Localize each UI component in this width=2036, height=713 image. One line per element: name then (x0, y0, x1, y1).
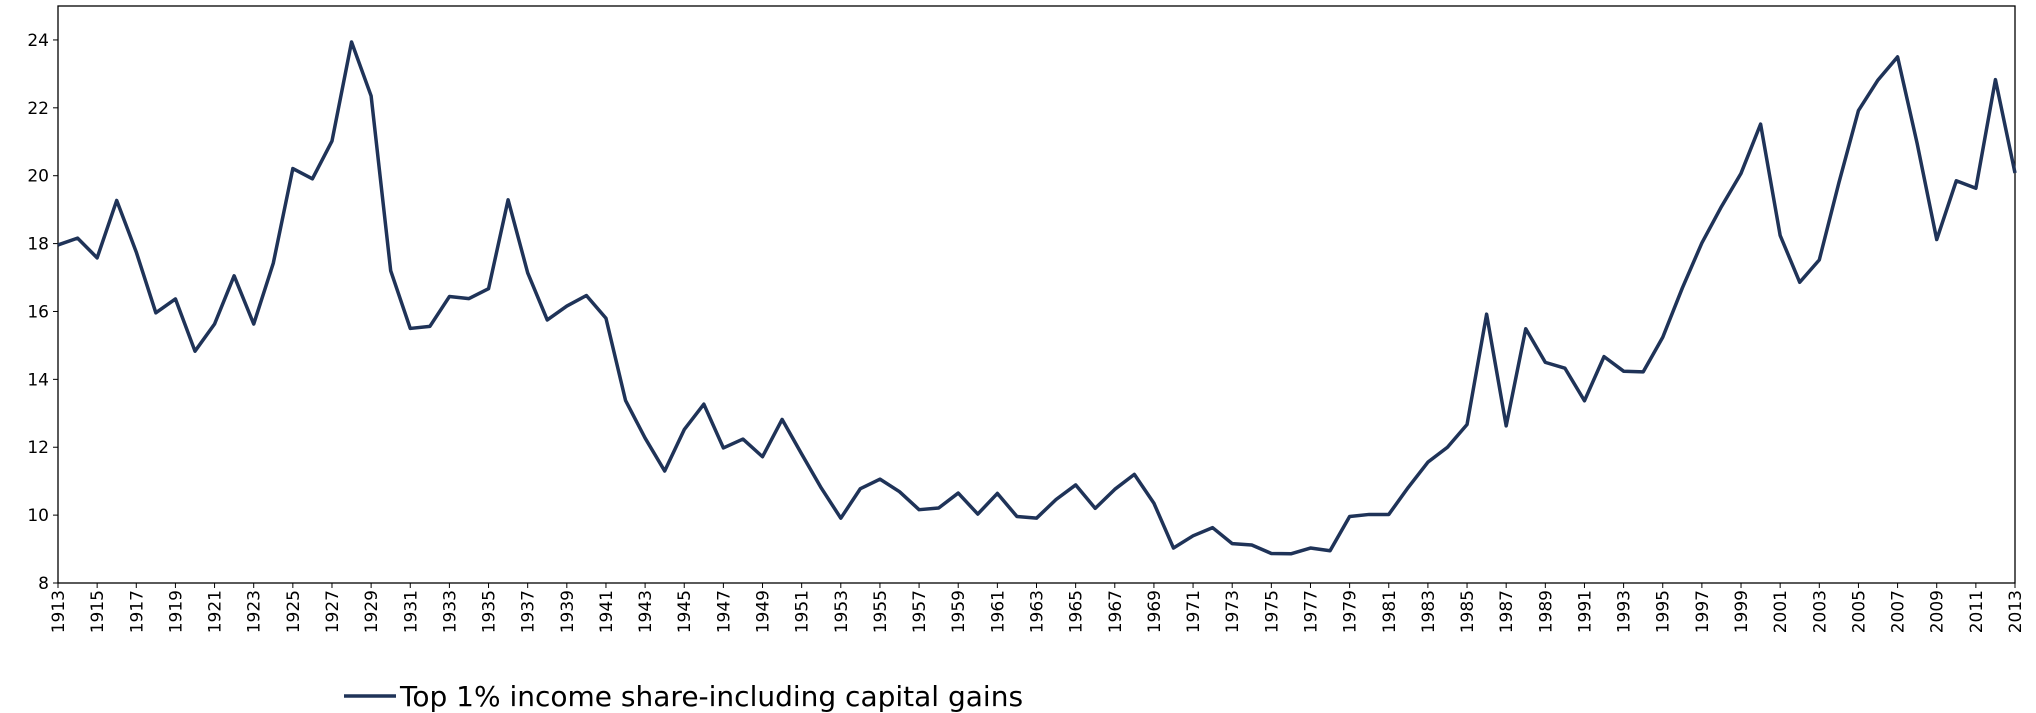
y-tick-label: 20 (27, 167, 49, 187)
x-tick-label: 1961 (988, 590, 1008, 633)
x-tick-label: 1991 (1575, 590, 1595, 633)
legend-label: Top 1% income share-including capital ga… (399, 680, 1023, 713)
x-tick-label: 1919 (166, 590, 186, 633)
x-tick-label: 2007 (1889, 590, 1909, 633)
x-tick-label: 1923 (245, 590, 265, 633)
x-tick-label: 1997 (1693, 590, 1713, 633)
line (57, 40, 2017, 556)
x-tick-label: 1951 (793, 590, 813, 633)
x-tick-label: 1955 (871, 590, 891, 633)
x-tick-label: 1995 (1654, 590, 1674, 633)
x-tick-label: 1921 (206, 590, 226, 633)
x-tick-label: 2001 (1771, 590, 1791, 633)
x-tick-label: 1933 (440, 590, 460, 633)
x-tick-label: 1913 (49, 590, 69, 633)
x-tick-label: 1959 (949, 590, 969, 633)
x-tick-label: 1975 (1262, 590, 1282, 633)
x-tick-label: 1987 (1497, 590, 1517, 633)
x-tick-label: 1949 (754, 590, 774, 633)
x-tick-label: 1917 (127, 590, 147, 633)
x-tick-label: 1941 (597, 590, 617, 633)
x-tick-label: 1965 (1067, 590, 1087, 633)
x-tick-label: 1973 (1223, 590, 1243, 633)
x-tick-label: 1989 (1536, 590, 1556, 633)
y-tick-label: 24 (27, 31, 49, 51)
x-tick-label: 1957 (910, 590, 930, 633)
x-tick-label: 1963 (1028, 590, 1048, 633)
x-tick-label: 2011 (1967, 590, 1987, 633)
x-tick-label: 1977 (1301, 590, 1321, 633)
x-tick-label: 2013 (2006, 590, 2026, 633)
x-tick-label: 1993 (1615, 590, 1635, 633)
y-tick-label: 12 (27, 438, 49, 458)
y-tick-label: 16 (27, 302, 49, 322)
y-tick-label: 22 (27, 99, 49, 119)
y-tick-label: 8 (38, 574, 49, 594)
x-tick-label: 2005 (1849, 590, 1869, 633)
x-tick-label: 2009 (1928, 590, 1948, 633)
plot-frame (57, 5, 2016, 584)
y-tick-label: 14 (27, 370, 49, 390)
x-tick-label: 1945 (675, 590, 695, 633)
x-tick-label: 1983 (1419, 590, 1439, 633)
x-tick-label: 1971 (1184, 590, 1204, 633)
x-tick-label: 1931 (401, 590, 421, 633)
x-tick-label: 1927 (323, 590, 343, 633)
x-tick-label: 1943 (636, 590, 656, 633)
x-tick-label: 1925 (284, 590, 304, 633)
x-tick-label: 1935 (480, 590, 500, 633)
x-tick-label: 1937 (519, 590, 539, 633)
x-tick-label: 1981 (1380, 590, 1400, 633)
x-tick-label: 1915 (88, 590, 108, 633)
x-tick-label: 1947 (714, 590, 734, 633)
y-tick-label: 18 (27, 235, 49, 255)
x-tick-label: 2003 (1810, 590, 1830, 633)
x-tick-label: 1939 (558, 590, 578, 633)
x-tick-label: 1969 (1145, 590, 1165, 633)
y-tick-label: 10 (27, 506, 49, 526)
x-tick-label: 1979 (1341, 590, 1361, 633)
x-tick-label: 1967 (1106, 590, 1126, 633)
x-tick-label: 1929 (362, 590, 382, 633)
x-tick-label: 1953 (832, 590, 852, 633)
x-tick-label: 1985 (1458, 590, 1478, 633)
x-tick-label: 1999 (1732, 590, 1752, 633)
